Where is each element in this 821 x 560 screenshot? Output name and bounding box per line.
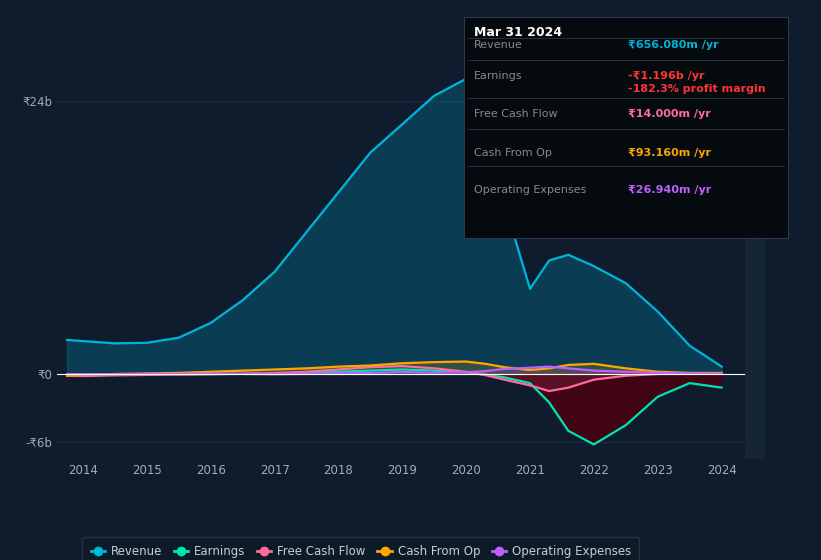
Text: Earnings: Earnings bbox=[474, 71, 522, 81]
Text: ₹656.080m /yr: ₹656.080m /yr bbox=[628, 40, 718, 50]
Text: Operating Expenses: Operating Expenses bbox=[474, 185, 586, 195]
Text: -₹1.196b /yr: -₹1.196b /yr bbox=[628, 71, 704, 81]
Legend: Revenue, Earnings, Free Cash Flow, Cash From Op, Operating Expenses: Revenue, Earnings, Free Cash Flow, Cash … bbox=[82, 536, 640, 560]
Text: Revenue: Revenue bbox=[474, 40, 522, 50]
Text: -182.3% profit margin: -182.3% profit margin bbox=[628, 83, 766, 94]
Text: Free Cash Flow: Free Cash Flow bbox=[474, 109, 557, 119]
Text: Cash From Op: Cash From Op bbox=[474, 148, 552, 157]
Text: ₹14.000m /yr: ₹14.000m /yr bbox=[628, 109, 711, 119]
Text: ₹93.160m /yr: ₹93.160m /yr bbox=[628, 148, 711, 157]
Text: ₹26.940m /yr: ₹26.940m /yr bbox=[628, 185, 711, 195]
Text: Mar 31 2024: Mar 31 2024 bbox=[474, 26, 562, 39]
